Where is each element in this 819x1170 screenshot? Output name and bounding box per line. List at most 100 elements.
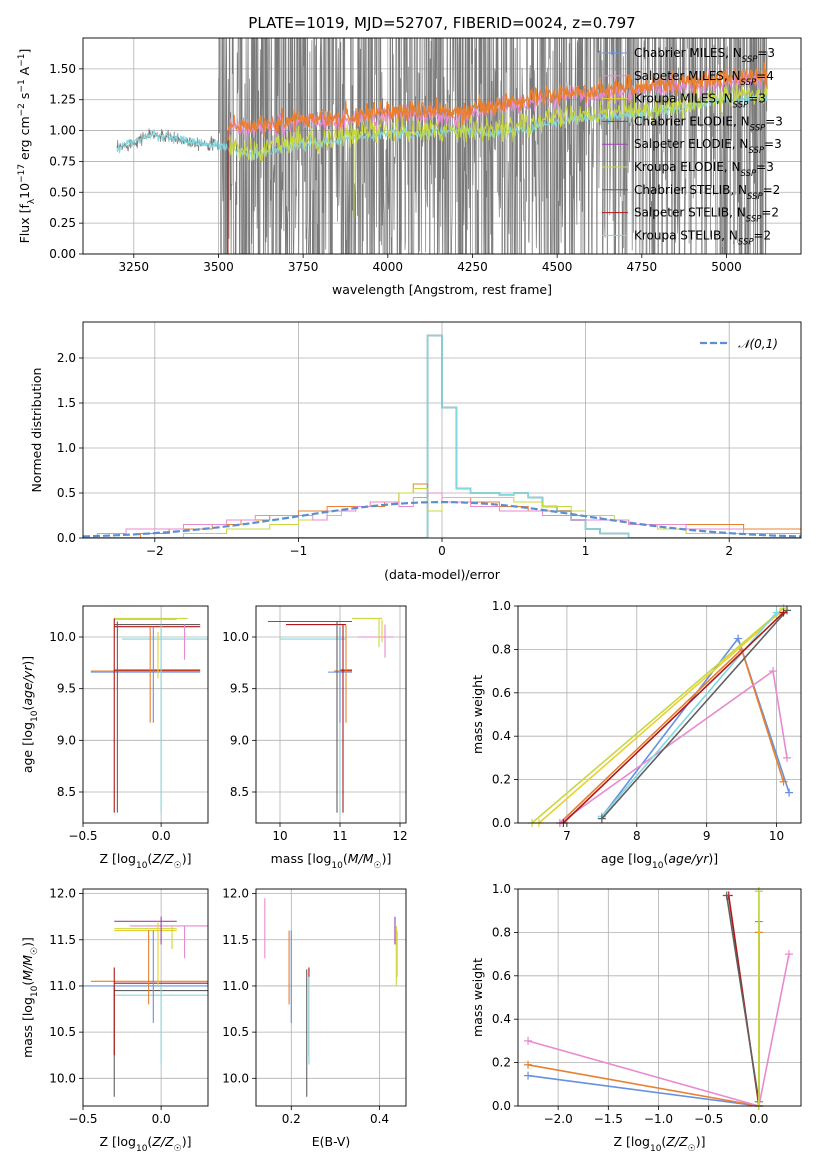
massweight_vs_Z-axes: −2.0 −1.5 −1.0 −0.5 0.0 0.0 0.2 0.4 0.6 0.8 1.0 — [492, 882, 801, 1126]
label-part: age [log — [601, 851, 652, 866]
normal-curve — [83, 501, 801, 538]
mass-weight-line — [725, 895, 760, 1102]
mass-vs-z-xlabel: Z [log10(Z/Z☉)] — [100, 1134, 192, 1154]
tick-label-y: 1.0 — [492, 599, 511, 613]
tick-label-x: −2 — [146, 544, 164, 558]
tick-label-x: 11 — [332, 829, 347, 843]
label-part: ☉ — [174, 861, 182, 871]
tick-label-x: 4750 — [627, 260, 658, 274]
tick-label-x: 4000 — [373, 260, 404, 274]
legend-label: Chabrier STELIB, NSSP=2 — [634, 183, 780, 202]
label-part: age [log — [20, 722, 35, 773]
legend-label: Salpeter STELIB, NSSP=2 — [634, 206, 779, 225]
label-part: ☉ — [374, 861, 382, 871]
tick-label-x: 7 — [563, 829, 571, 843]
label-part: Flux [f — [17, 204, 32, 244]
legend-label: Kroupa STELIB, NSSP=2 — [634, 228, 771, 247]
model-line-kroupa-stelib — [116, 92, 768, 162]
legend-label: Chabrier MILES, NSSP=3 — [634, 46, 775, 65]
label-part: ( — [20, 706, 35, 711]
legend-ssp: =3 — [765, 114, 783, 128]
label-part: ( — [661, 1134, 666, 1149]
tick-label-x: 3500 — [203, 260, 234, 274]
spectrum-plot — [116, 38, 768, 254]
mass_vs_ebv-frame — [255, 888, 407, 1107]
label-part: ( — [147, 1134, 152, 1149]
legend-label: Salpeter ELODIE, NSSP=3 — [634, 137, 782, 156]
label-part: )] — [182, 1134, 192, 1149]
tick-label-x: 0.0 — [152, 1112, 171, 1126]
mass-weight-line — [531, 607, 785, 824]
model-line-salpeter-miles — [228, 67, 768, 143]
label-part: −2 — [17, 103, 27, 116]
tick-label-y: 11.5 — [49, 933, 76, 947]
tick-label-y: 0.25 — [49, 216, 76, 230]
tick-label-x: 0.0 — [152, 829, 171, 843]
mass-weight-line — [601, 636, 790, 817]
tick-label-x: 4250 — [457, 260, 488, 274]
label-part: Z [log — [100, 1134, 136, 1149]
tick-label-y: 10.0 — [222, 630, 249, 644]
label-part: Z/Z — [665, 1134, 688, 1149]
mass-weight-marker — [597, 814, 606, 823]
legend-name: Kroupa MILES, N — [634, 92, 733, 106]
label-part: Z [log — [100, 851, 136, 866]
label-part: )] — [20, 656, 35, 666]
label-part: ☉ — [174, 1144, 182, 1154]
spectrum-title: PLATE=1019, MJD=52707, FIBERID=0024, z=0… — [248, 14, 635, 32]
legend-sub: SSP — [748, 146, 764, 156]
label-part: ( — [343, 851, 348, 866]
mass-weight-line — [538, 611, 781, 824]
mass-weight-marker — [779, 777, 788, 786]
massweight_vs_age-plot — [527, 604, 794, 827]
spectrum-ylabel: Flux [fλ10−17 erg cm−2 s−1 A−1] — [17, 49, 37, 244]
label-part: )] — [20, 937, 35, 947]
tick-label-x: 1 — [582, 544, 590, 558]
age_vs_Z-frame — [82, 605, 209, 824]
tick-label-x: 12 — [392, 829, 407, 843]
tick-label-y: 0.50 — [49, 185, 76, 199]
tick-label-x: −1.5 — [594, 1112, 623, 1126]
massweight_vs_Z-frame — [517, 888, 802, 1107]
legend-sub: SSP — [741, 169, 757, 179]
legend-name: Salpeter ELODIE, N — [634, 137, 748, 151]
legend-label: Kroupa ELODIE, NSSP=3 — [634, 160, 774, 179]
tick-label-y: 9.0 — [57, 733, 76, 747]
tick-label-y: 0.75 — [49, 154, 76, 168]
mass-weight-line — [527, 1074, 760, 1107]
tick-label-y: 12.0 — [222, 887, 249, 901]
age_vs_mass-axes: 10 11 12 8.5 9.0 9.5 10.0 — [222, 606, 408, 843]
label-part: Z/Z — [151, 851, 174, 866]
label-part: −17 — [17, 164, 27, 183]
tick-label-y: 0.2 — [492, 1056, 511, 1070]
mass_vs_Z-plot — [83, 916, 208, 1097]
histogram-series — [83, 334, 801, 538]
tick-label-y: 1.5 — [57, 396, 76, 410]
label-part: ☉ — [688, 1144, 696, 1154]
mass_vs_Z-axes: −0.5 0.0 10.0 10.5 11.0 11.5 12.0 — [49, 887, 208, 1126]
tick-label-y: 2.0 — [57, 351, 76, 365]
tick-label-y: 0.8 — [492, 642, 511, 656]
mass-weight-line — [601, 611, 778, 818]
label-part: )] — [182, 851, 192, 866]
mass-weight-marker — [524, 1036, 533, 1045]
spectrum-frame — [82, 37, 802, 255]
label-part: M/M — [20, 955, 35, 981]
tick-label-y: 0.0 — [492, 816, 511, 830]
tick-label-y: 0.4 — [492, 729, 511, 743]
tick-label-y: 1.0 — [57, 441, 76, 455]
label-part: 10 — [136, 1144, 148, 1154]
mass-weight-line — [601, 609, 788, 820]
label-part: )] — [696, 1134, 706, 1149]
residuals-plot — [83, 334, 801, 538]
tick-label-x: 2 — [725, 544, 733, 558]
label-part: s — [17, 93, 32, 104]
legend-sub: SSP — [733, 101, 749, 111]
tick-label-y: 0.6 — [492, 969, 511, 983]
histogram-series — [83, 488, 801, 538]
legend-label: Kroupa MILES, NSSP=3 — [634, 92, 766, 111]
tick-label-y: 12.0 — [49, 887, 76, 901]
mass-vs-z-ylabel: mass [log10(M/M☉)] — [20, 937, 40, 1058]
label-part: 10 — [331, 861, 343, 871]
